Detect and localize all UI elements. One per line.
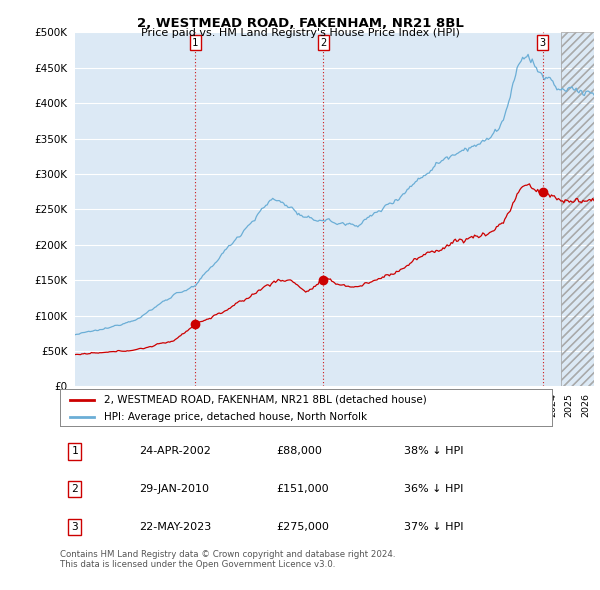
Text: 3: 3 [539, 38, 546, 48]
Bar [561, 32, 594, 386]
Text: 1: 1 [192, 38, 199, 48]
Text: 22-MAY-2023: 22-MAY-2023 [139, 522, 211, 532]
Text: 2, WESTMEAD ROAD, FAKENHAM, NR21 8BL: 2, WESTMEAD ROAD, FAKENHAM, NR21 8BL [137, 17, 463, 30]
Text: Price paid vs. HM Land Registry's House Price Index (HPI): Price paid vs. HM Land Registry's House … [140, 28, 460, 38]
Text: 37% ↓ HPI: 37% ↓ HPI [404, 522, 464, 532]
Bar [561, 32, 594, 386]
Text: HPI: Average price, detached house, North Norfolk: HPI: Average price, detached house, Nort… [104, 412, 367, 422]
Bar [561, 32, 594, 386]
Text: £88,000: £88,000 [277, 447, 322, 457]
Text: 29-JAN-2010: 29-JAN-2010 [139, 484, 209, 494]
Text: 1: 1 [71, 447, 78, 457]
Text: £151,000: £151,000 [277, 484, 329, 494]
Text: 2: 2 [71, 484, 78, 494]
Bar [561, 32, 594, 386]
Text: 36% ↓ HPI: 36% ↓ HPI [404, 484, 464, 494]
Text: Contains HM Land Registry data © Crown copyright and database right 2024.
This d: Contains HM Land Registry data © Crown c… [60, 550, 395, 569]
Text: 38% ↓ HPI: 38% ↓ HPI [404, 447, 464, 457]
Text: 3: 3 [71, 522, 78, 532]
Text: 2: 2 [320, 38, 326, 48]
Text: 2, WESTMEAD ROAD, FAKENHAM, NR21 8BL (detached house): 2, WESTMEAD ROAD, FAKENHAM, NR21 8BL (de… [104, 395, 427, 405]
Text: £275,000: £275,000 [277, 522, 329, 532]
Text: 24-APR-2002: 24-APR-2002 [139, 447, 211, 457]
